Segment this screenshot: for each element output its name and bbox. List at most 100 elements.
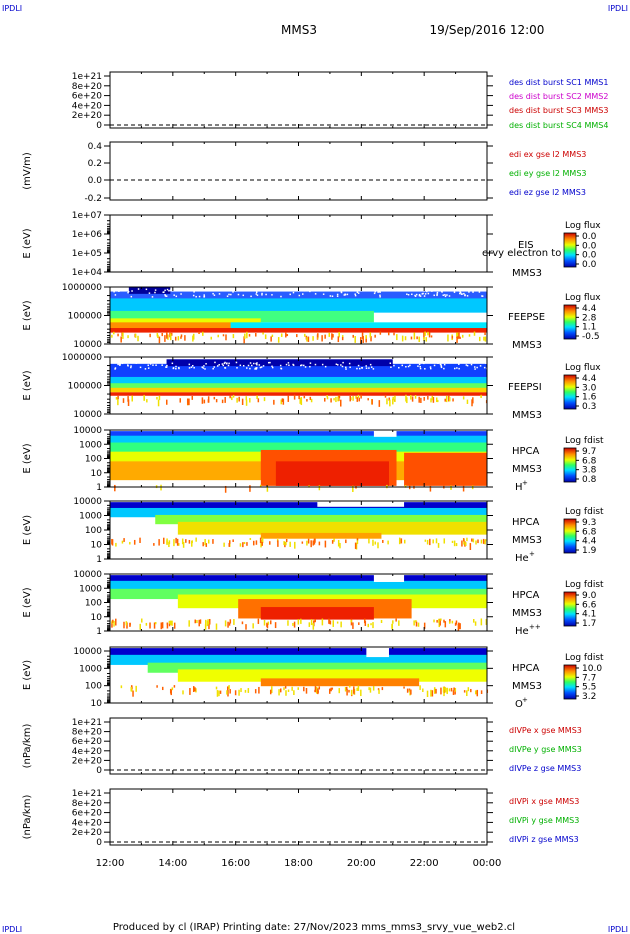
spectrogram-speck [226, 295, 229, 297]
y-tick-label: 10000 [73, 426, 102, 436]
spectrogram-speck [245, 399, 248, 406]
spectrogram-speck [261, 539, 263, 543]
spectrogram-speck [161, 364, 163, 366]
spectrogram-speck [394, 395, 396, 402]
spectrogram-speck [413, 620, 415, 626]
spectrogram-speck [430, 689, 432, 697]
spectrogram-speck [389, 362, 392, 364]
spectrogram-speck [423, 397, 425, 401]
x-tick-label: 18:00 [284, 858, 313, 869]
y-tick-label: 0 [96, 766, 102, 776]
spectrogram-speck [453, 291, 456, 293]
spectrogram-speck [426, 690, 429, 698]
spectrogram-speck [474, 690, 477, 695]
spectrogram-speck [249, 485, 251, 492]
spectrogram-speck [298, 294, 301, 297]
spectrogram-speck [345, 366, 347, 369]
corner-labels: IPDLI IPDLI IPDLI IPDLI [2, 4, 628, 934]
spectrogram-speck [458, 363, 460, 365]
spectrogram-speck [122, 398, 125, 403]
spectrogram-speck [246, 289, 249, 292]
spectrogram-speck [121, 540, 124, 544]
spectrogram-speck [229, 395, 231, 399]
spectrogram-speck [482, 538, 485, 544]
spectrogram-speck [264, 334, 267, 340]
spectrogram-speck [348, 362, 351, 365]
spectrogram-speck [224, 367, 227, 369]
spectrogram-speck [161, 622, 164, 629]
spectrogram-speck [329, 295, 332, 297]
spectrogram-speck [437, 542, 440, 548]
spectrogram-speck [139, 366, 142, 369]
spectrogram-speck [202, 542, 204, 547]
spectrogram-speck [191, 396, 194, 400]
spectrogram-speck [355, 542, 358, 550]
spectrogram-speck [359, 367, 361, 370]
spectrogram-speck [177, 336, 180, 341]
spectrogram-speck [238, 689, 240, 696]
spectrogram-speck [259, 366, 262, 369]
spectrogram-speck [324, 397, 326, 402]
spectrogram-speck [168, 620, 171, 624]
legend-item: des dist burst SC3 MMS3 [509, 106, 608, 115]
spectrogram-speck [144, 368, 147, 370]
spectrogram-speck [249, 537, 252, 541]
spectrogram-speck [114, 367, 117, 369]
spectrogram-speck [188, 367, 191, 369]
spectrogram-speck [336, 295, 339, 297]
y-tick-label: 1000000 [62, 353, 102, 363]
spectrogram-speck [452, 398, 454, 402]
spectrogram-speck [426, 290, 428, 293]
spectrogram-speck [453, 687, 455, 691]
y-axis: 1000000 100000 10000 [62, 283, 493, 350]
spectrogram-speck [379, 331, 382, 335]
spectrogram-speck [403, 539, 406, 544]
spectrogram-speck [429, 485, 432, 492]
colorbar-title: Log flux [565, 363, 601, 373]
spectrogram-speck [294, 541, 296, 549]
spectrogram-speck [480, 618, 483, 626]
spectrogram-speck [440, 365, 443, 368]
spectrogram-speck [456, 336, 458, 343]
spectrogram-speck [171, 687, 174, 691]
spectrogram-speck [436, 294, 438, 297]
y-tick-label: 8e+20 [72, 82, 103, 92]
spectrogram-speck [477, 539, 479, 544]
spectrogram-speck [224, 485, 227, 493]
spectrogram-speck [478, 336, 481, 342]
spectrogram-speck [440, 687, 442, 695]
spectrogram-speck [375, 289, 378, 291]
spectrogram-speck [485, 619, 488, 625]
spectrogram-speck [473, 331, 476, 336]
spectrogram-speck [269, 541, 271, 545]
spectrogram-speck [322, 293, 325, 295]
spectrogram-speck [167, 334, 169, 340]
spectrogram-speck [149, 622, 151, 629]
panel-hpca-h: 10000 1000 100 10 1 E (eV) Log fdist9.76.83.80… [22, 426, 604, 493]
spectrogram-speck [305, 687, 308, 694]
spectrogram-speck [231, 396, 233, 401]
spectrogram-speck [481, 295, 483, 297]
spectrogram-speck [451, 620, 454, 624]
spectrogram-speck [436, 293, 438, 295]
spectrogram-speck [367, 398, 369, 401]
spectrogram-speck [443, 619, 445, 623]
spectrogram-speck [443, 367, 445, 370]
spectrogram [110, 359, 489, 407]
spectrogram-speck [125, 621, 128, 626]
spectrogram-speck [267, 361, 270, 364]
spectrogram-speck [133, 539, 136, 545]
spectrogram-band [110, 502, 487, 510]
spectrogram-speck [407, 365, 410, 368]
spectrogram-speck [378, 290, 381, 293]
spectrogram-speck [438, 361, 440, 364]
spectrogram-speck [241, 398, 244, 406]
spectrogram-speck [458, 367, 460, 370]
spectrogram-speck [130, 365, 132, 367]
spectrogram-speck [358, 397, 360, 402]
spectrogram-speck [285, 538, 288, 543]
spectrogram-speck [261, 292, 263, 295]
spectrogram-speck [232, 394, 235, 398]
spectrogram-speck [363, 618, 366, 624]
